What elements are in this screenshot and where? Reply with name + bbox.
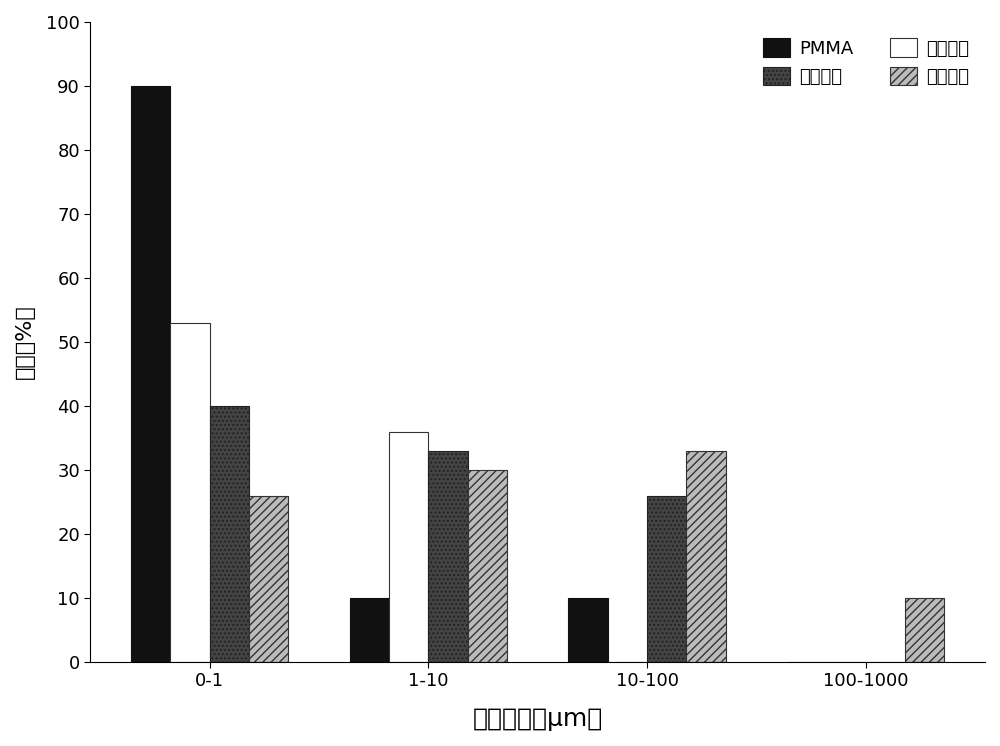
Bar bbox=[428, 451, 468, 662]
Bar bbox=[350, 598, 389, 662]
Bar bbox=[568, 598, 608, 662]
Bar bbox=[170, 323, 210, 662]
Bar bbox=[468, 470, 507, 662]
Bar bbox=[131, 86, 170, 662]
Bar bbox=[249, 495, 288, 662]
X-axis label: 孔径尺寸（μm）: 孔径尺寸（μm） bbox=[473, 707, 603, 731]
Bar bbox=[389, 431, 428, 662]
Bar bbox=[647, 495, 686, 662]
Bar bbox=[686, 451, 726, 662]
Bar bbox=[905, 598, 944, 662]
Bar bbox=[210, 406, 249, 662]
Y-axis label: 占比（%）: 占比（%） bbox=[15, 304, 35, 379]
Legend: PMMA, 实施例一, 实施例三, 实施例五: PMMA, 实施例一, 实施例三, 实施例五 bbox=[756, 31, 976, 93]
